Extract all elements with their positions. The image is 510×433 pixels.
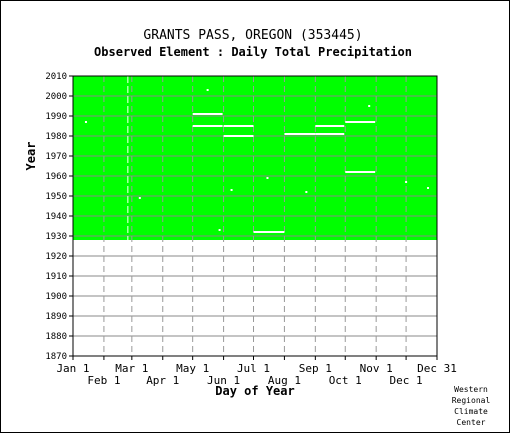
- y-tick-label: 1870: [45, 352, 67, 362]
- y-tick-label: 1980: [45, 132, 67, 142]
- x-tick-label: Apr 1: [146, 374, 179, 387]
- x-tick-label: Aug 1: [268, 374, 301, 387]
- credit-block: Western Regional Climate Center: [441, 384, 501, 428]
- missing-day-point: [266, 177, 269, 179]
- missing-day-point: [206, 89, 209, 91]
- y-tick-label: 1950: [45, 192, 67, 202]
- y-tick-label: 1890: [45, 312, 67, 322]
- missing-day-point: [427, 187, 430, 189]
- credit-line-2: Regional: [451, 396, 491, 405]
- missing-day-point: [138, 197, 141, 199]
- x-tick-label: Sep 1: [299, 362, 332, 375]
- y-axis-label: Year: [24, 142, 38, 171]
- x-tick-label: Feb 1: [87, 374, 120, 387]
- x-tick-label: Dec 1: [390, 374, 423, 387]
- x-tick-label: Jan 1: [56, 362, 89, 375]
- y-tick-label: 1960: [45, 172, 67, 182]
- credit-line-4: Center: [456, 418, 486, 427]
- missing-day-point: [230, 189, 233, 191]
- y-tick-label: 2010: [45, 72, 67, 82]
- y-tick-label: 1920: [45, 252, 67, 262]
- x-tick-label: Jun 1: [207, 374, 240, 387]
- y-tick-label: 1970: [45, 152, 67, 162]
- y-tick-label: 1940: [45, 212, 67, 222]
- missing-day-point: [218, 229, 221, 231]
- credit-line-3: Climate: [454, 407, 488, 416]
- missing-day-point: [405, 181, 408, 183]
- missing-day-point: [368, 105, 371, 107]
- y-tick-label: 1880: [45, 332, 67, 342]
- credit-line-1: Western: [454, 385, 488, 394]
- y-tick-label: 1990: [45, 112, 67, 122]
- x-tick-label: Oct 1: [329, 374, 362, 387]
- x-tick-label: Dec 31: [417, 362, 457, 375]
- x-tick-label: Jul 1: [237, 362, 270, 375]
- x-tick-label: Mar 1: [115, 362, 148, 375]
- x-axis-label: Day of Year: [215, 384, 294, 398]
- x-tick-label: May 1: [176, 362, 209, 375]
- y-tick-label: 1930: [45, 232, 67, 242]
- chart-subtitle: Observed Element : Daily Total Precipita…: [94, 45, 412, 59]
- y-tick-label: 1910: [45, 272, 67, 282]
- missing-day-point: [84, 121, 87, 123]
- chart-title: GRANTS PASS, OREGON (353445): [143, 28, 362, 43]
- x-tick-label: Nov 1: [360, 362, 393, 375]
- y-tick-label: 2000: [45, 92, 67, 102]
- missing-day-point: [305, 191, 308, 193]
- y-tick-label: 1900: [45, 292, 67, 302]
